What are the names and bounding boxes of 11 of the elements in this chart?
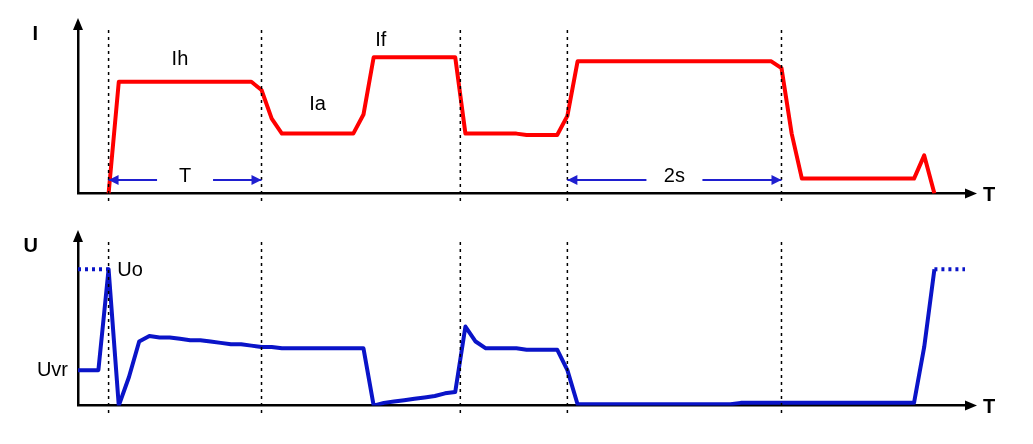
annotation: Uo: [117, 257, 143, 280]
annotation: Ih: [171, 47, 189, 70]
y-axis-title: U: [23, 233, 38, 256]
annotation: 2s: [663, 164, 685, 187]
annotation: Ia: [309, 92, 327, 115]
text: Uvr: [36, 357, 69, 380]
x-axis-title: T: [983, 395, 996, 418]
x-axis-title: T: [983, 183, 996, 206]
text: If: [375, 28, 387, 51]
annotation: T: [178, 164, 192, 187]
y-axis-title: I: [32, 21, 38, 44]
